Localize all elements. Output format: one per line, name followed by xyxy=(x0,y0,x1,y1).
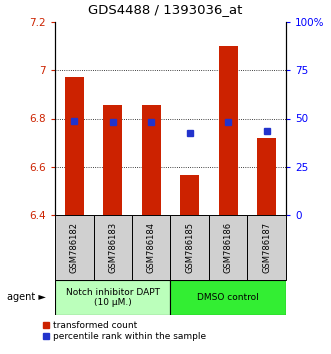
Text: Notch inhibitor DAPT
(10 μM.): Notch inhibitor DAPT (10 μM.) xyxy=(66,288,160,307)
Text: agent ►: agent ► xyxy=(7,292,45,303)
Bar xyxy=(218,46,238,215)
Bar xyxy=(170,215,209,280)
Bar xyxy=(180,175,199,215)
Bar xyxy=(65,78,84,215)
Bar xyxy=(55,215,93,280)
Bar xyxy=(132,215,170,280)
Bar xyxy=(248,215,286,280)
Text: GDS4488 / 1393036_at: GDS4488 / 1393036_at xyxy=(88,4,243,17)
Bar xyxy=(103,105,122,215)
Bar xyxy=(142,105,161,215)
Text: GSM786187: GSM786187 xyxy=(262,222,271,273)
Text: GSM786186: GSM786186 xyxy=(224,222,233,273)
Text: GSM786185: GSM786185 xyxy=(185,222,194,273)
Bar xyxy=(93,215,132,280)
Legend: transformed count, percentile rank within the sample: transformed count, percentile rank withi… xyxy=(43,321,206,341)
Text: GSM786182: GSM786182 xyxy=(70,222,79,273)
Bar xyxy=(209,215,248,280)
Bar xyxy=(55,280,170,315)
Bar xyxy=(170,280,286,315)
Text: GSM786184: GSM786184 xyxy=(147,222,156,273)
Text: DMSO control: DMSO control xyxy=(197,293,259,302)
Bar xyxy=(257,138,276,215)
Text: GSM786183: GSM786183 xyxy=(108,222,117,273)
